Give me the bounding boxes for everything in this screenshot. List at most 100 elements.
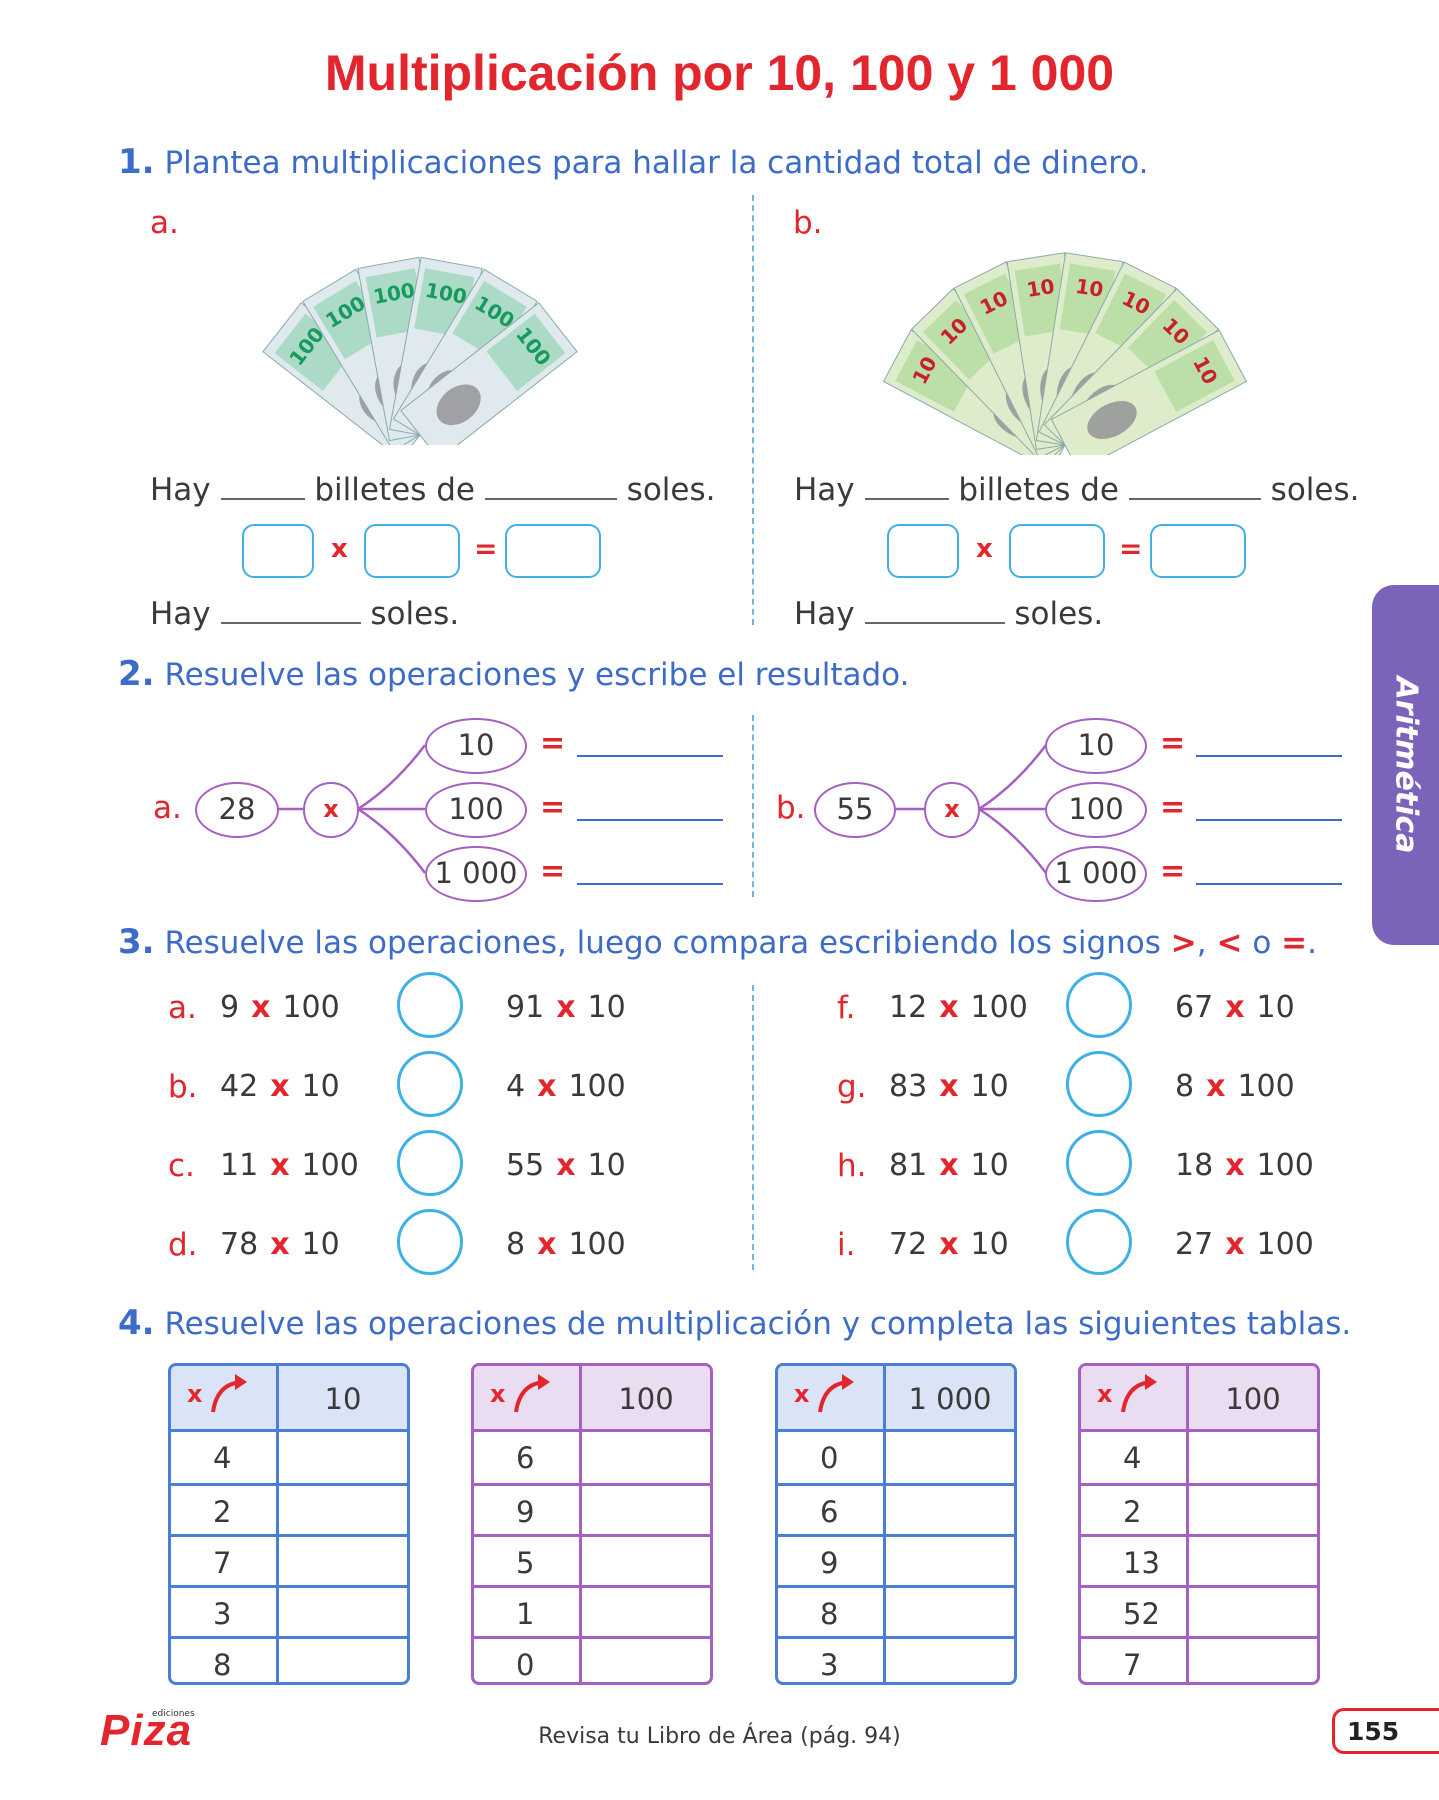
answer-cell[interactable] <box>1189 1432 1317 1483</box>
operand: 78 <box>220 1227 259 1262</box>
row-number: 2 <box>213 1495 232 1529</box>
answer-cell[interactable] <box>582 1639 710 1682</box>
table-row: 6 <box>474 1432 710 1483</box>
operand: 10 <box>301 1227 340 1262</box>
question-1: 1. Plantea multiplicaciones para hallar … <box>118 142 1149 182</box>
operand: 100 <box>1256 1148 1314 1183</box>
compare-circle[interactable] <box>397 972 463 1038</box>
row-number: 2 <box>1123 1495 1142 1529</box>
equals-sign: = <box>540 726 566 761</box>
answer-line[interactable] <box>577 755 723 757</box>
operand: 10 <box>970 1069 1009 1104</box>
compare-circle[interactable] <box>397 1209 463 1275</box>
answer-line[interactable] <box>1196 755 1342 757</box>
symbol-equal: = <box>1281 925 1308 961</box>
operand: 81 <box>889 1148 928 1183</box>
operand: 18 <box>1175 1148 1214 1183</box>
operand: 10 <box>970 1227 1009 1262</box>
base-number-oval: 55 <box>814 782 896 838</box>
answer-box-a2[interactable] <box>364 524 460 578</box>
answer-cell[interactable] <box>886 1639 1014 1682</box>
table-row: 1 <box>474 1585 710 1636</box>
operand: 8 <box>1175 1069 1195 1104</box>
section-tab-label: Aritmética <box>1388 676 1423 854</box>
times-sign: x <box>939 990 959 1025</box>
answer-cell[interactable] <box>279 1432 407 1483</box>
item-label: c. <box>168 1148 195 1184</box>
blank-count-a[interactable] <box>220 474 305 500</box>
answer-cell[interactable] <box>582 1537 710 1585</box>
blank-total-b[interactable] <box>864 598 1005 624</box>
answer-cell[interactable] <box>886 1486 1014 1534</box>
answer-cell[interactable] <box>582 1486 710 1534</box>
factor-oval: 100 <box>425 782 527 838</box>
times-sign: x <box>1206 1069 1226 1104</box>
item-label: b. <box>168 1069 198 1105</box>
answer-cell[interactable] <box>279 1639 407 1682</box>
compare-circle[interactable] <box>397 1051 463 1117</box>
times-sign: x <box>270 1227 290 1262</box>
table-row: 6 <box>778 1483 1014 1534</box>
question-number: 1. <box>118 142 155 182</box>
operand: 27 <box>1175 1227 1214 1262</box>
answer-cell[interactable] <box>886 1537 1014 1585</box>
compare-circle[interactable] <box>1066 972 1132 1038</box>
times-sign: x <box>270 1148 290 1183</box>
table-row: 9 <box>474 1483 710 1534</box>
equals-sign: = <box>540 854 566 889</box>
times-sign: x <box>537 1227 557 1262</box>
row-number: 3 <box>213 1597 232 1631</box>
operand: 100 <box>1256 1227 1314 1262</box>
expression-right: 18 x 100 <box>1175 1148 1314 1183</box>
answer-cell[interactable] <box>886 1588 1014 1636</box>
word-o: o <box>1242 925 1282 961</box>
operand: 9 <box>220 990 240 1025</box>
compare-circle[interactable] <box>397 1130 463 1196</box>
blank-value-b[interactable] <box>1128 474 1261 500</box>
word-soles: soles. <box>370 596 460 632</box>
times-sign: x <box>331 534 348 564</box>
equals-sign: = <box>474 532 498 565</box>
times-sign: x <box>1225 1227 1245 1262</box>
answer-box-a1[interactable] <box>242 524 314 578</box>
answer-box-b2[interactable] <box>1009 524 1105 578</box>
answer-box-b1[interactable] <box>887 524 959 578</box>
answer-box-b3[interactable] <box>1150 524 1246 578</box>
times-sign: x <box>537 1069 557 1104</box>
answer-cell[interactable] <box>1189 1588 1317 1636</box>
equals-sign: = <box>1119 532 1143 565</box>
operand: 8 <box>506 1227 526 1262</box>
table-row: 8 <box>778 1585 1014 1636</box>
question-2: 2. Resuelve las operaciones y escribe el… <box>118 654 909 694</box>
answer-cell[interactable] <box>1189 1639 1317 1682</box>
answer-cell[interactable] <box>582 1432 710 1483</box>
table-row: 9 <box>778 1534 1014 1585</box>
operand: 55 <box>506 1148 545 1183</box>
item-label-b: b. <box>793 205 823 241</box>
compare-circle[interactable] <box>1066 1051 1132 1117</box>
question-text: Resuelve las operaciones y escribe el re… <box>164 657 910 693</box>
times-sign: x <box>939 1069 959 1104</box>
answer-cell[interactable] <box>279 1486 407 1534</box>
compare-circle[interactable] <box>1066 1209 1132 1275</box>
word-soles: soles. <box>1270 472 1360 508</box>
multiplication-table: x 10 4 2 7 3 8 <box>168 1363 410 1685</box>
answer-cell[interactable] <box>886 1432 1014 1483</box>
answer-cell[interactable] <box>279 1588 407 1636</box>
compare-circle[interactable] <box>1066 1130 1132 1196</box>
answer-line[interactable] <box>1196 819 1342 821</box>
answer-cell[interactable] <box>1189 1537 1317 1585</box>
answer-cell[interactable] <box>582 1588 710 1636</box>
answer-cell[interactable] <box>1189 1486 1317 1534</box>
item-label: f. <box>837 990 856 1026</box>
blank-count-b[interactable] <box>864 474 949 500</box>
blank-total-a[interactable] <box>220 598 361 624</box>
answer-cell[interactable] <box>279 1537 407 1585</box>
answer-box-a3[interactable] <box>505 524 601 578</box>
row-number: 8 <box>213 1648 232 1682</box>
answer-line[interactable] <box>577 819 723 821</box>
period: . <box>1307 925 1317 961</box>
blank-value-a[interactable] <box>484 474 617 500</box>
answer-line[interactable] <box>577 883 723 885</box>
answer-line[interactable] <box>1196 883 1342 885</box>
